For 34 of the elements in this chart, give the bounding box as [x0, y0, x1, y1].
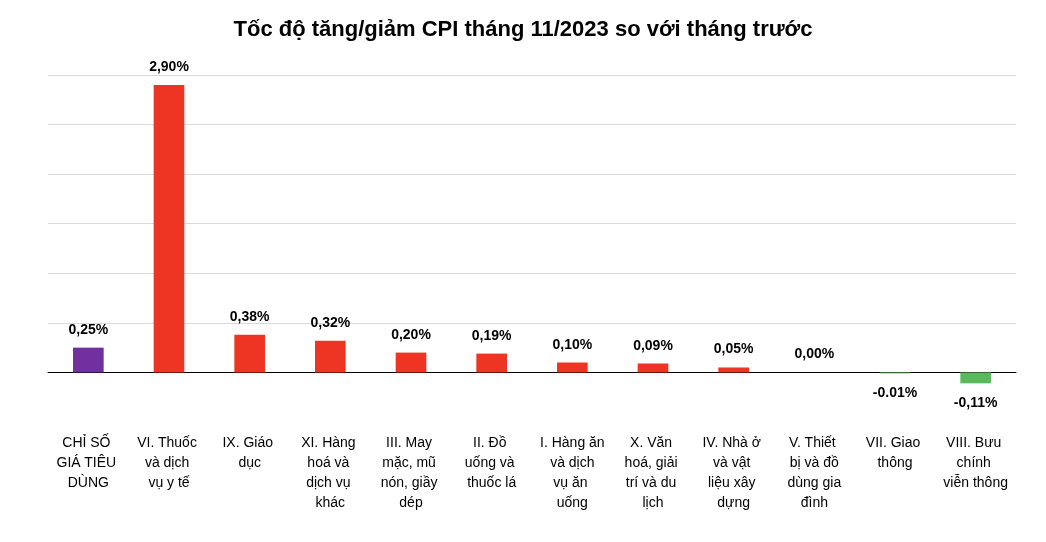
- bar: [718, 367, 749, 373]
- x-tick-label: II. Đồ uống và thuốc lá: [464, 434, 519, 490]
- bar: [73, 347, 104, 373]
- x-tick-label: III. May mặc, mũ nón, giầy dép: [380, 434, 442, 510]
- bar: [315, 340, 346, 373]
- x-tick-label: IX. Giáo dục: [222, 434, 277, 470]
- x-tick-label: VII. Giao thông: [865, 434, 925, 470]
- data-label: 0,05%: [713, 340, 755, 357]
- data-label: -0,11%: [953, 394, 999, 411]
- chart-title: Tốc độ tăng/giảm CPI tháng 11/2023 so với tháng trước: [233, 15, 813, 41]
- x-tick-label: VIII. Bưu chính viễn thông: [943, 434, 1008, 490]
- x-tick-label: IV. Nhà ở và vật liệu xây dựng: [702, 434, 765, 510]
- data-label: 0,09%: [633, 336, 674, 353]
- data-label: 0,38%: [229, 307, 271, 324]
- x-tick-label: I. Hàng ăn và dịch vụ ăn uống: [540, 434, 605, 510]
- data-label: 0,32%: [310, 313, 351, 330]
- x-tick-label: CHỈ SỐ GIÁ TIÊU DÙNG: [56, 433, 121, 490]
- data-label: 0,10%: [552, 335, 593, 352]
- bar: [557, 362, 588, 373]
- bar: [153, 84, 185, 373]
- x-tick-label: V. Thiết bị và đồ dùng gia đình: [783, 434, 846, 510]
- data-label: 0,25%: [68, 320, 109, 337]
- data-label: 0,00%: [794, 345, 835, 362]
- data-label: 2,90%: [149, 57, 190, 74]
- data-label: 0,19%: [471, 326, 513, 343]
- bar: [960, 372, 991, 384]
- bar: [234, 334, 265, 373]
- x-tick-label: VI. Thuốc và dịch vụ y tế: [137, 434, 201, 490]
- x-tick-label: X. Văn hoá, giải trí và du lịch: [624, 434, 682, 510]
- data-label: 0,20%: [391, 325, 432, 342]
- bar: [476, 353, 507, 373]
- bar: [395, 352, 427, 373]
- data-label: -0.01%: [872, 384, 918, 401]
- x-tick-label: XI. Hàng hoá và dịch vụ khác: [301, 434, 360, 510]
